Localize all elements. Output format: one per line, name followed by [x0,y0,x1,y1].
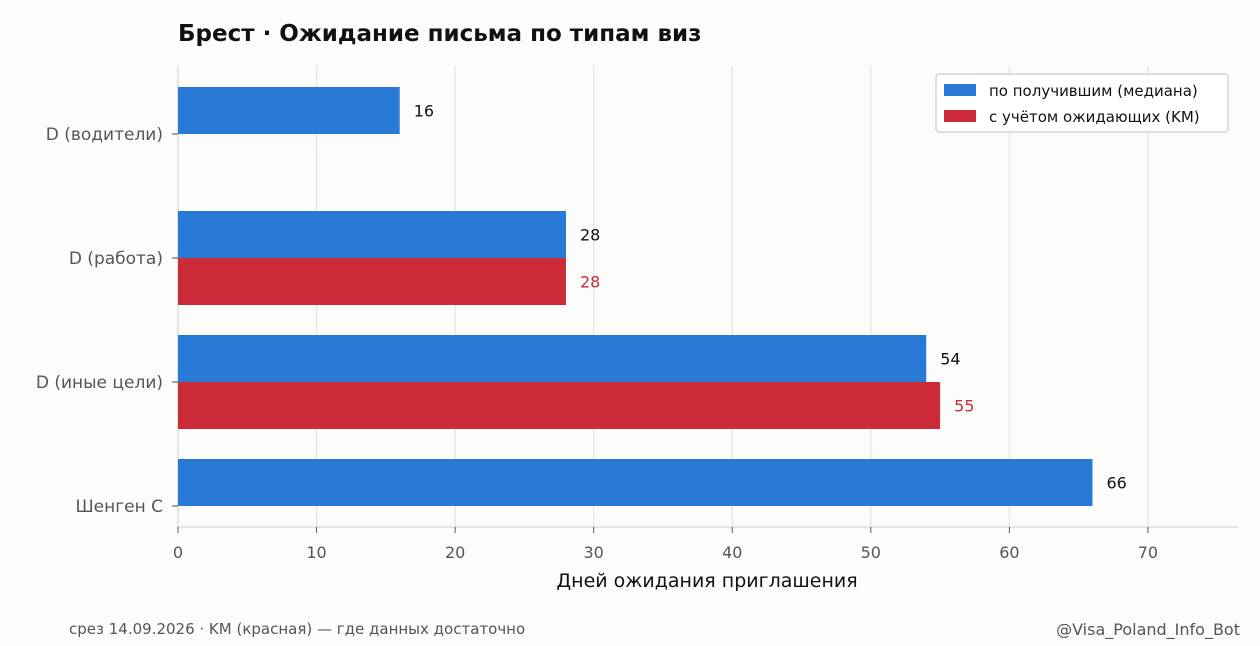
x-tick-label: 0 [173,543,183,562]
x-tick-label: 40 [722,543,742,562]
bar-median [178,87,400,134]
legend-box [935,73,1229,133]
bar-value-label: 55 [954,397,974,416]
ticks: 0 10 20 30 40 50 60 70 D (водители) D (работа) D (… [36,125,1158,562]
bars: 16 28 28 54 55 66 [178,87,1127,506]
y-tick-label: Шенген С [75,497,163,517]
bar-km [178,258,566,305]
footer-left: срез 14.09.2026 · KM (красная) — где дан… [69,620,525,638]
chart-title: Брест · Ожидание письма по типам виз [178,21,702,47]
x-tick-label: 10 [306,543,326,562]
legend-label: с учётом ожидающих (KM) [989,108,1200,126]
x-tick-label: 20 [445,543,465,562]
legend-label: по получившим (медиана) [989,82,1198,100]
x-tick-label: 50 [861,543,881,562]
footer-right: @Visa_Poland_Info_Bot [1056,620,1240,640]
y-tick-label: D (работа) [69,249,163,269]
bar-value-label: 66 [1107,474,1127,493]
x-tick-label: 70 [1138,543,1158,562]
bar-value-label: 28 [580,273,600,292]
bar-median [178,335,927,382]
legend-swatch [944,110,976,122]
legend: по получившим (медиана) с учётом ожидающи… [935,73,1229,133]
x-tick-label: 60 [999,543,1019,562]
bar-value-label: 54 [940,350,960,369]
y-tick-label: D (иные цели) [36,373,163,393]
bar-median [178,459,1093,506]
y-tick-label: D (водители) [46,125,163,145]
bar-median [178,211,566,258]
x-tick-label: 30 [584,543,604,562]
bar-value-label: 28 [580,226,600,245]
bar-km [178,382,941,429]
legend-swatch [944,84,976,96]
x-axis-label: Дней ожидания приглашения [556,570,857,592]
bar-value-label: 16 [414,102,434,121]
